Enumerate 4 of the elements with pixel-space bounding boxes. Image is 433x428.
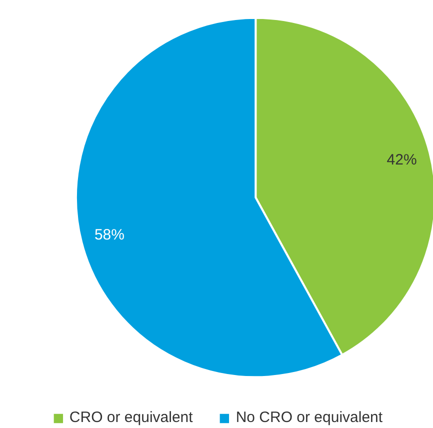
legend-label: CRO or equivalent: [69, 409, 193, 426]
data-label: 42%: [386, 151, 417, 168]
data-label: 58%: [94, 226, 124, 244]
legend-label: No CRO or equivalent: [236, 409, 383, 426]
